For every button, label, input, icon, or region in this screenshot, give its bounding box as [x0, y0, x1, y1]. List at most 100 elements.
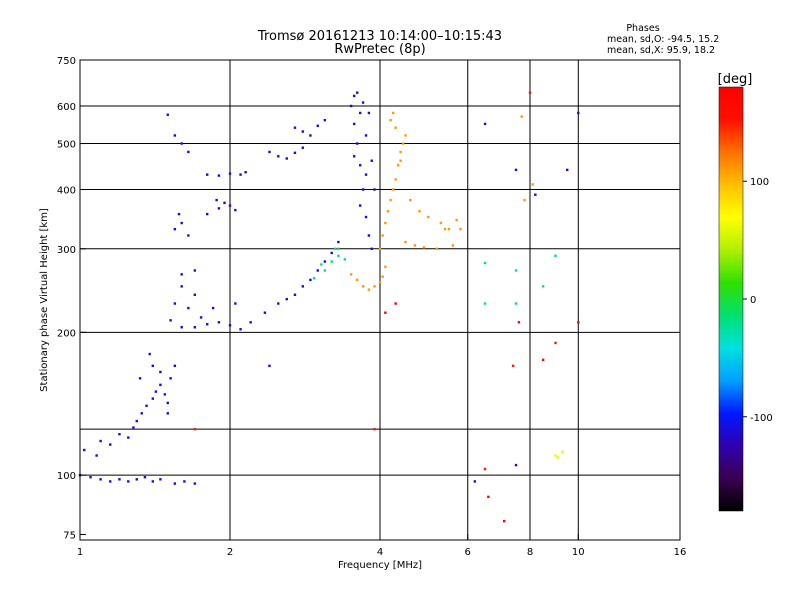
data-point [517, 321, 521, 324]
data-point [373, 188, 376, 191]
data-point [159, 383, 162, 387]
data-point [473, 480, 477, 483]
y-tick-label: 400 [57, 186, 76, 197]
data-point [193, 293, 197, 296]
y-tick-label: 75 [63, 530, 76, 541]
colorbar-tick-label: 100 [750, 177, 769, 188]
data-point [173, 482, 177, 485]
data-point [396, 164, 400, 167]
data-point [447, 227, 451, 231]
data-point [169, 377, 172, 380]
data-point [399, 150, 402, 154]
data-point [534, 193, 537, 196]
data-point [159, 370, 162, 374]
data-point [316, 124, 319, 127]
x-tick-label: 10 [572, 547, 585, 558]
data-point [373, 427, 376, 431]
data-point [135, 419, 138, 423]
data-point [391, 111, 395, 115]
data-point [487, 495, 490, 499]
data-point [520, 115, 523, 118]
data-point [277, 155, 280, 158]
data-point [455, 218, 458, 222]
data-point [451, 244, 455, 247]
data-point [118, 478, 121, 481]
data-point [330, 251, 333, 255]
data-point [389, 118, 392, 122]
data-point [514, 463, 518, 467]
chart-subtitle: RwPretec (8p) [334, 42, 425, 57]
data-point [381, 275, 384, 278]
data-point [349, 104, 353, 108]
data-point [541, 358, 545, 362]
data-point [173, 227, 177, 231]
data-point [293, 126, 297, 129]
data-point [422, 246, 426, 249]
data-point [154, 390, 158, 393]
data-point [99, 478, 102, 481]
data-point [217, 207, 221, 210]
data-point [234, 208, 237, 212]
x-tick-label: 4 [377, 547, 383, 558]
data-point [386, 210, 390, 213]
x-axis-label: Frequency [MHz] [338, 560, 422, 571]
x-tick-label: 8 [527, 547, 533, 558]
data-point [151, 397, 155, 400]
data-point [358, 111, 362, 115]
data-point [293, 151, 297, 155]
data-point [409, 198, 412, 202]
data-point [439, 221, 443, 225]
data-point [554, 454, 557, 457]
data-point [389, 198, 392, 202]
data-point [145, 404, 148, 408]
data-point [187, 234, 190, 237]
data-point [483, 261, 487, 265]
data-point [223, 201, 226, 205]
data-point [211, 306, 215, 310]
data-point [556, 456, 560, 459]
data-point [193, 269, 197, 272]
data-point [443, 227, 447, 231]
colorbar-tick-label: -100 [750, 413, 773, 424]
data-point [228, 324, 232, 327]
data-point [355, 278, 359, 282]
data-point [323, 260, 327, 263]
data-point [95, 454, 98, 457]
data-point [565, 168, 569, 172]
data-point [554, 254, 557, 257]
data-point [187, 150, 190, 154]
y-tick-label: 200 [57, 328, 76, 339]
data-point [391, 188, 395, 191]
data-point [138, 377, 142, 380]
data-point [109, 480, 112, 483]
data-point [309, 134, 312, 137]
data-point [268, 150, 271, 154]
data-point [355, 142, 359, 145]
x-tick-label: 6 [465, 547, 471, 558]
data-point [148, 352, 151, 356]
data-point [514, 269, 518, 272]
data-point [320, 263, 323, 266]
data-point [205, 323, 209, 326]
data-point [285, 157, 288, 160]
data-point [394, 178, 397, 181]
data-point [193, 427, 197, 431]
data-point [370, 247, 373, 250]
data-point [459, 227, 462, 231]
colorbar [718, 86, 744, 512]
data-point [528, 91, 532, 94]
colorbar-tick-label: 0 [750, 295, 756, 306]
data-point [367, 111, 371, 115]
data-point [140, 412, 143, 415]
data-point [180, 326, 183, 329]
stats-heading: Phases [626, 23, 659, 34]
data-point [99, 439, 102, 443]
data-point [173, 364, 177, 368]
data-point [239, 328, 242, 331]
data-point [166, 401, 169, 405]
data-point [577, 111, 580, 115]
data-point [358, 204, 362, 207]
data-point [205, 212, 209, 216]
data-point [132, 426, 135, 429]
data-point [343, 258, 347, 261]
